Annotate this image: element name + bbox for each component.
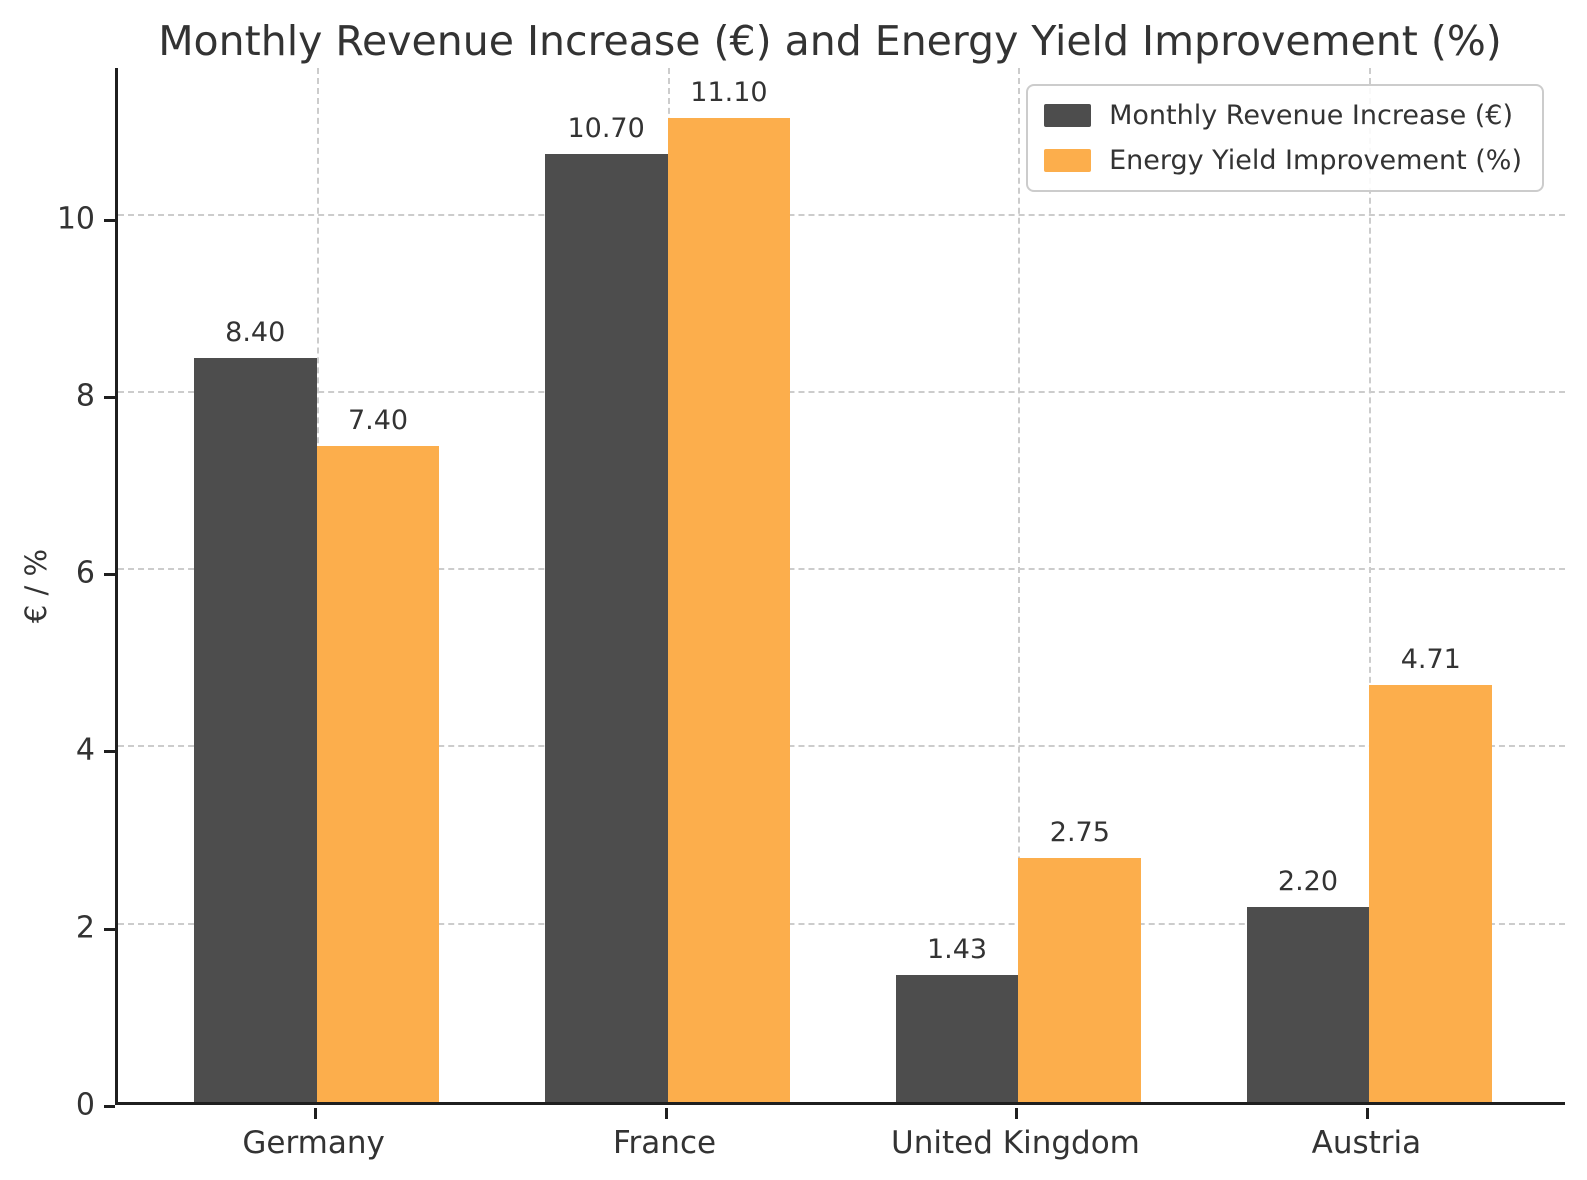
- y-tick-mark: [104, 927, 115, 931]
- gridline-vertical: [1018, 68, 1021, 1102]
- bar-value-label: 4.71: [1400, 643, 1461, 675]
- y-tick-label: 4: [75, 732, 95, 768]
- x-tick-mark: [664, 1108, 668, 1119]
- bar-value-label: 11.10: [690, 77, 768, 109]
- bar-united-kingdom-series-0: [895, 975, 1019, 1102]
- bar-austria-series-0: [1246, 907, 1370, 1102]
- bar-germany-series-1: [316, 446, 440, 1102]
- gridline-horizontal: [118, 568, 1565, 571]
- legend-label: Energy Yield Improvement (%): [1109, 145, 1522, 176]
- y-tick-mark: [104, 395, 115, 399]
- bar-germany-series-0: [193, 357, 317, 1102]
- x-tick-mark: [313, 1108, 317, 1119]
- bar-value-label: 2.20: [1277, 866, 1339, 898]
- gridline-horizontal: [118, 745, 1565, 748]
- y-tick-mark: [104, 750, 115, 754]
- bar-france-series-0: [544, 153, 668, 1102]
- y-tick-label: 0: [75, 1087, 95, 1123]
- x-tick-label-austria: Austria: [1311, 1125, 1422, 1161]
- gridline-horizontal: [118, 922, 1565, 925]
- bar-austria-series-1: [1369, 684, 1493, 1102]
- gridline-horizontal: [118, 213, 1565, 216]
- y-tick-mark: [104, 218, 115, 222]
- legend-label: Monthly Revenue Increase (€): [1109, 100, 1514, 131]
- y-tick-label: 10: [56, 201, 95, 237]
- gridline-horizontal: [118, 390, 1565, 393]
- x-tick-label-france: France: [612, 1125, 717, 1161]
- x-tick-mark: [1366, 1108, 1370, 1119]
- y-tick-mark: [104, 573, 115, 577]
- bar-value-label: 8.40: [225, 316, 286, 348]
- y-tick-label: 2: [75, 910, 95, 946]
- legend: Monthly Revenue Increase (€) Energy Yield…: [1026, 84, 1544, 192]
- bar-value-label: 7.40: [347, 405, 409, 437]
- x-tick-label-united-kingdom: United Kingdom: [891, 1125, 1140, 1161]
- y-tick-mark: [104, 1105, 115, 1108]
- gridline-vertical: [1369, 68, 1372, 1102]
- legend-entry-0: Monthly Revenue Increase (€): [1044, 100, 1522, 131]
- bar-value-label: 2.75: [1049, 817, 1110, 849]
- legend-swatch-icon: [1044, 149, 1092, 172]
- y-tick-label: 6: [75, 555, 95, 591]
- bar-value-label: 10.70: [567, 112, 645, 144]
- x-tick-mark: [1015, 1108, 1019, 1119]
- plot-area: Monthly Revenue Increase (€) Energy Yield…: [115, 68, 1565, 1105]
- bar-value-label: 1.43: [926, 934, 988, 966]
- legend-entry-1: Energy Yield Improvement (%): [1044, 145, 1522, 176]
- chart-title: Monthly Revenue Increase (€) and Energy …: [158, 17, 1502, 65]
- y-tick-label: 8: [75, 378, 95, 414]
- bar-france-series-1: [667, 118, 791, 1102]
- x-tick-label-germany: Germany: [242, 1125, 385, 1161]
- bar-united-kingdom-series-1: [1018, 858, 1142, 1102]
- legend-swatch-icon: [1044, 104, 1092, 127]
